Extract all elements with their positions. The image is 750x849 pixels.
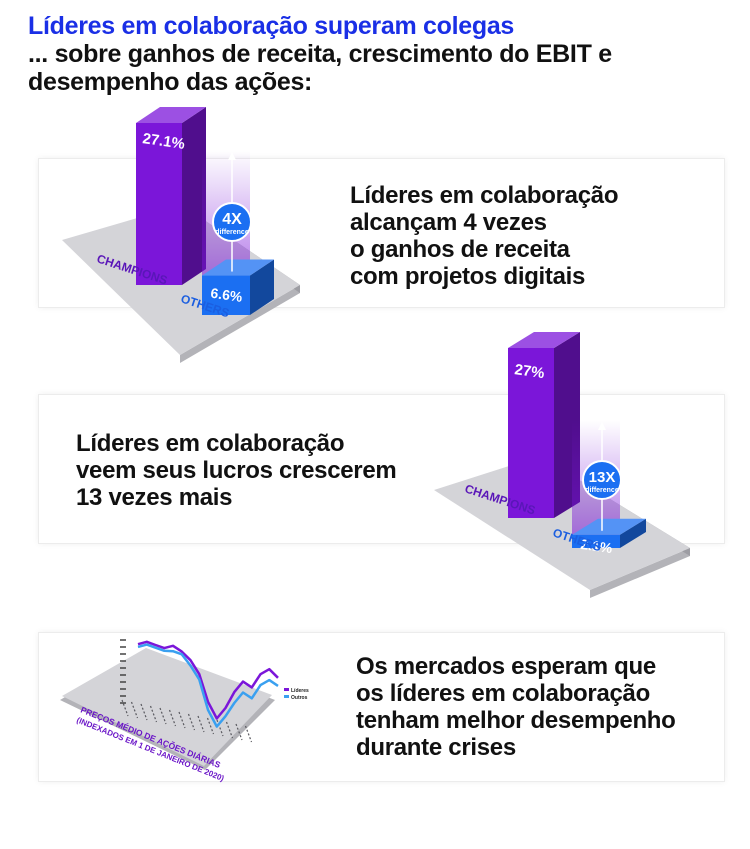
difference-multiplier: 13X bbox=[589, 469, 616, 486]
card-market-text: Os mercados esperam que os líderes em co… bbox=[356, 653, 676, 761]
x-tick bbox=[235, 723, 243, 741]
x-tick bbox=[216, 719, 224, 737]
chart-platform bbox=[62, 648, 272, 766]
x-tick bbox=[225, 721, 234, 739]
card-profit-text: Líderes em colaboração veem seus lucros … bbox=[76, 430, 397, 511]
x-tick bbox=[140, 703, 148, 721]
x-tick bbox=[206, 717, 215, 735]
value-label-champions: 27.1% bbox=[141, 130, 185, 153]
arrow-head-icon bbox=[228, 152, 236, 160]
x-tick bbox=[244, 725, 253, 743]
x-tick bbox=[168, 709, 177, 727]
difference-multiplier: 4X bbox=[222, 211, 242, 228]
bar-others bbox=[572, 518, 646, 548]
series-line-outros bbox=[137, 643, 279, 728]
difference-badge bbox=[212, 202, 252, 242]
page-title-block: Líderes em colaboração superam colegas .… bbox=[28, 12, 728, 96]
series-line-lideres bbox=[137, 640, 279, 720]
page-title: Líderes em colaboração superam colegas bbox=[28, 12, 515, 40]
legend-swatch bbox=[284, 695, 289, 698]
bar-others bbox=[202, 259, 274, 315]
x-tick bbox=[187, 713, 196, 731]
difference-badge bbox=[582, 460, 622, 500]
difference-caption: difference bbox=[585, 487, 619, 494]
value-label-others: 2.1% bbox=[580, 536, 614, 556]
arrow-head-icon bbox=[598, 422, 606, 430]
x-tick bbox=[121, 699, 129, 717]
legend-label: Líderes bbox=[291, 688, 309, 694]
x-tick bbox=[149, 705, 158, 723]
x-tick bbox=[197, 715, 205, 733]
x-tick bbox=[130, 701, 139, 719]
x-tick bbox=[178, 711, 186, 729]
value-label-champions: 27% bbox=[513, 361, 545, 382]
legend-swatch bbox=[284, 688, 289, 691]
difference-caption: difference bbox=[215, 229, 249, 236]
bar-champions bbox=[136, 107, 206, 285]
page-subtitle: ... sobre ganhos de receita, crescimento… bbox=[28, 40, 612, 96]
legend-label: Outros bbox=[291, 695, 308, 701]
x-tick bbox=[159, 707, 167, 725]
value-label-others: 6.6% bbox=[210, 285, 244, 305]
card-revenue-text: Líderes em colaboração alcançam 4 vezes … bbox=[350, 182, 619, 290]
